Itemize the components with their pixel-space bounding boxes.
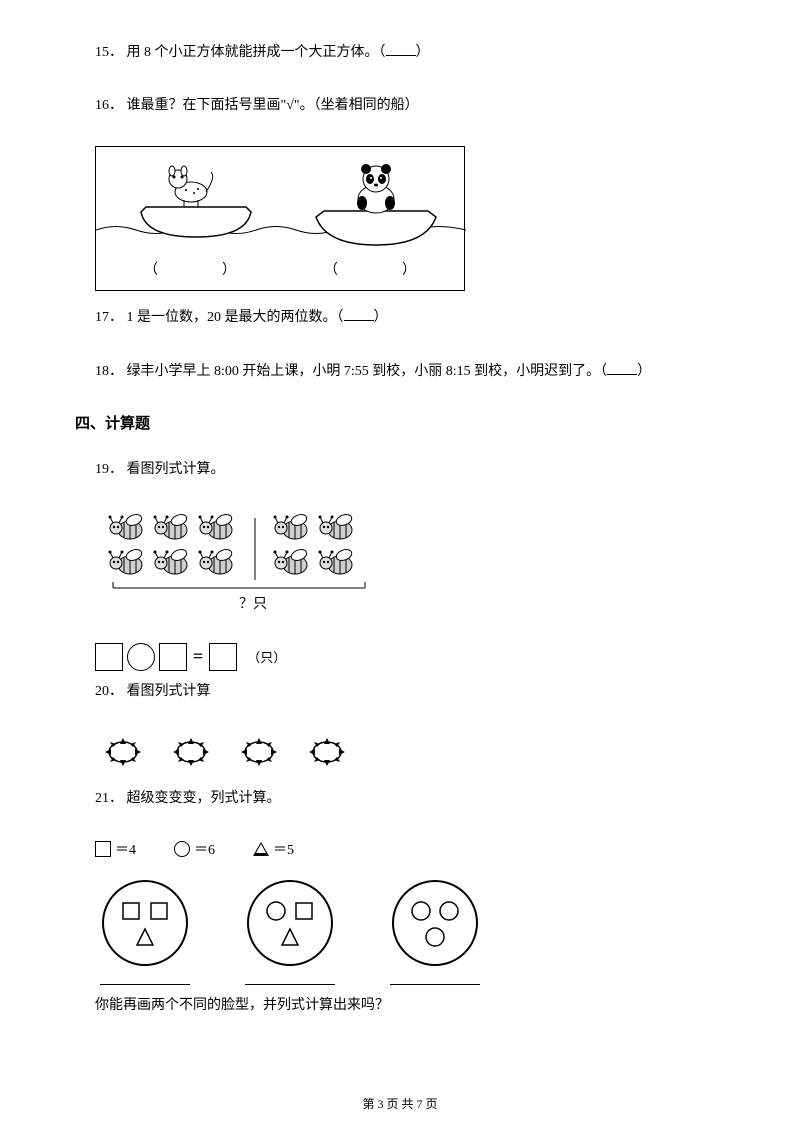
face-3 bbox=[385, 873, 485, 985]
question-18: 18． 绿丰小学早上 8:00 开始上课，小明 7:55 到校，小丽 8:15 … bbox=[75, 359, 725, 384]
legend-sq-val: ＝4 bbox=[115, 839, 136, 859]
q18-blank[interactable] bbox=[607, 361, 637, 375]
q21-followup: 你能再画两个不同的脸型，并列式计算出来吗？ bbox=[75, 993, 725, 1018]
face-1-svg bbox=[95, 873, 195, 973]
face-1-line[interactable] bbox=[100, 984, 190, 985]
q21-text: 超级变变变，列式计算。 bbox=[127, 791, 281, 806]
face-2-svg bbox=[240, 873, 340, 973]
bees-svg: ？只 bbox=[95, 510, 395, 620]
q15-num: 15． bbox=[95, 45, 123, 60]
q19-unit: （只） bbox=[247, 647, 286, 666]
suns-figure bbox=[95, 732, 725, 772]
legend-ci-val: ＝6 bbox=[194, 839, 215, 859]
page-footer: 第 3 页 共 7 页 bbox=[0, 1095, 800, 1112]
question-16: 16． 谁最重？在下面括号里画"√"。（坐着相同的船） bbox=[75, 93, 725, 118]
question-17: 17． 1 是一位数，20 是最大的两位数。（ ） bbox=[75, 305, 725, 330]
bees-label: ？只 bbox=[239, 597, 267, 612]
sun-3 bbox=[231, 732, 287, 772]
face-3-svg bbox=[385, 873, 485, 973]
legend-triangle: ＝5 bbox=[253, 839, 294, 859]
q20-num: 20． bbox=[95, 684, 123, 699]
q15-text2: ） bbox=[416, 45, 430, 60]
boats-box: （ ） （ ） bbox=[95, 146, 465, 291]
q21-followup-text: 你能再画两个不同的脸型，并列式计算出来吗？ bbox=[95, 998, 389, 1013]
q18-text2: ） bbox=[637, 364, 651, 379]
q15-text: 用 8 个小正方体就能拼成一个大正方体。（ bbox=[127, 45, 386, 60]
question-19: 19． 看图列式计算。 bbox=[75, 457, 725, 482]
face-1 bbox=[95, 873, 195, 985]
sun-1 bbox=[95, 732, 151, 772]
sun-4 bbox=[299, 732, 355, 772]
eq-box-2[interactable] bbox=[159, 643, 187, 671]
face-2-line[interactable] bbox=[245, 984, 335, 985]
q16-num: 16． bbox=[95, 98, 123, 113]
panda-boat-svg bbox=[296, 157, 456, 252]
question-20: 20． 看图列式计算 bbox=[75, 679, 725, 704]
q16-text: 谁最重？在下面括号里画"√"。（坐着相同的船） bbox=[127, 98, 419, 113]
q19-num: 19． bbox=[95, 462, 123, 477]
boat-left-paren[interactable]: （ ） bbox=[116, 259, 276, 279]
q18-text: 绿丰小学早上 8:00 开始上课，小明 7:55 到校，小丽 8:15 到校，小… bbox=[127, 364, 608, 379]
q18-num: 18． bbox=[95, 364, 123, 379]
legend-square: ＝4 bbox=[95, 839, 136, 859]
eq-op-circle[interactable] bbox=[127, 643, 155, 671]
triangle-icon bbox=[253, 842, 269, 856]
section-4-title: 四、计算题 bbox=[75, 412, 725, 433]
sun-2 bbox=[163, 732, 219, 772]
shapes-legend: ＝4 ＝6 ＝5 bbox=[95, 839, 725, 859]
boat-left-group: （ ） bbox=[116, 157, 276, 279]
boats-figure: （ ） （ ） bbox=[95, 146, 725, 291]
boat-right-paren[interactable]: （ ） bbox=[296, 259, 456, 279]
q17-num: 17． bbox=[95, 310, 123, 325]
face-3-line[interactable] bbox=[390, 984, 480, 985]
q19-equation: = （只） bbox=[95, 643, 725, 671]
square-icon bbox=[95, 841, 111, 857]
legend-tr-val: ＝5 bbox=[273, 839, 294, 859]
faces-row bbox=[95, 873, 725, 985]
q15-blank[interactable] bbox=[386, 42, 416, 56]
q19-text: 看图列式计算。 bbox=[127, 462, 225, 477]
q20-text: 看图列式计算 bbox=[127, 684, 211, 699]
eq-box-1[interactable] bbox=[95, 643, 123, 671]
eq-equals: = bbox=[193, 646, 203, 667]
question-15: 15． 用 8 个小正方体就能拼成一个大正方体。（ ） bbox=[75, 40, 725, 65]
dog-boat-svg bbox=[116, 157, 276, 252]
footer-text: 第 3 页 共 7 页 bbox=[362, 1097, 437, 1111]
q17-blank[interactable] bbox=[344, 307, 374, 321]
q17-text2: ） bbox=[374, 310, 388, 325]
question-21: 21． 超级变变变，列式计算。 bbox=[75, 786, 725, 811]
q21-num: 21． bbox=[95, 791, 123, 806]
boat-right-group: （ ） bbox=[296, 157, 456, 279]
eq-box-3[interactable] bbox=[209, 643, 237, 671]
legend-circle: ＝6 bbox=[174, 839, 215, 859]
q17-text: 1 是一位数，20 是最大的两位数。（ bbox=[127, 310, 344, 325]
bees-figure: ？只 bbox=[95, 510, 725, 625]
circle-icon bbox=[174, 841, 190, 857]
face-2 bbox=[240, 873, 340, 985]
